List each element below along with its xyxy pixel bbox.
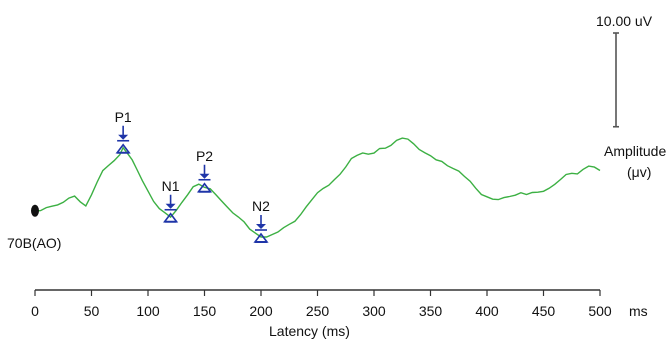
x-tick-label: 300: [362, 303, 386, 319]
peak-label: N2: [252, 198, 270, 214]
peak-marker-layer: P1 N1 P2 N2: [115, 109, 270, 243]
peak-triangle: [253, 232, 269, 243]
x-tick-label: 400: [475, 303, 499, 319]
scale-bar-label: 10.00 uV: [596, 13, 653, 29]
x-axis-unit: ms: [629, 303, 648, 319]
peak-label: P1: [115, 109, 132, 125]
x-axis-title: Latency (ms): [269, 323, 350, 339]
peak-marker-n1: N1: [162, 178, 180, 223]
amplitude-label: Amplitude: [604, 143, 666, 159]
peak-label: N1: [162, 178, 180, 194]
trace-label: 70B(AO): [7, 235, 61, 251]
x-axis: 0 50 100 150 200 250 300 350 400 450 500: [31, 289, 612, 319]
x-tick-label: 200: [249, 303, 273, 319]
peak-marker-p2: P2: [196, 148, 213, 193]
amplitude-unit: (μv): [627, 164, 651, 180]
x-tick-label: 50: [84, 303, 100, 319]
x-tick-label: 450: [532, 303, 556, 319]
peak-arrow-head: [165, 203, 176, 209]
x-tick-label: 100: [136, 303, 160, 319]
peak-arrow-head: [199, 173, 210, 179]
x-tick-label: 250: [306, 303, 330, 319]
trace-origin-marker: [31, 204, 39, 217]
x-tick-label: 150: [193, 303, 217, 319]
x-tick-label: 0: [31, 303, 39, 319]
peak-arrow-head: [118, 134, 129, 140]
peak-label: P2: [196, 148, 213, 164]
x-tick-label: 500: [588, 303, 612, 319]
peak-marker-p1: P1: [115, 109, 132, 154]
x-tick-label: 350: [419, 303, 443, 319]
peak-marker-n2: N2: [252, 198, 270, 243]
peak-arrow-head: [256, 224, 266, 229]
